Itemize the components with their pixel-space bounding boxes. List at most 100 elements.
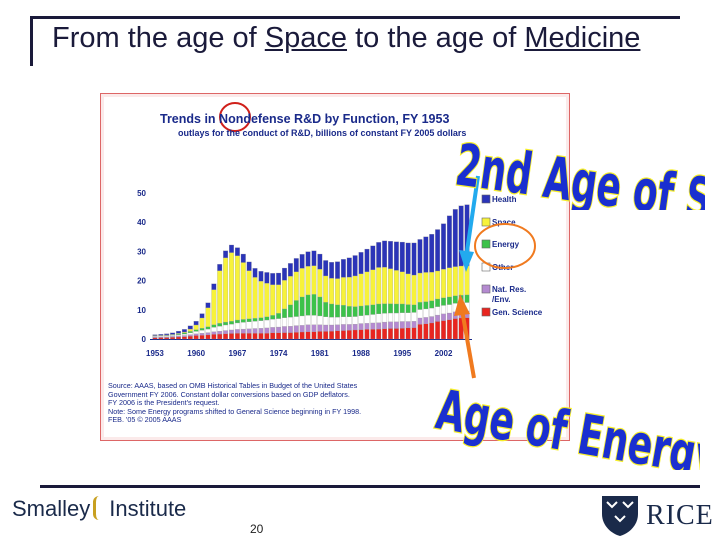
bar-segment [264,316,270,321]
bar-segment [405,273,411,305]
bar-segment [199,328,205,331]
bar-segment [240,319,246,323]
title-rule [30,16,680,19]
bar-segment [164,337,170,340]
bar-segment [382,313,388,323]
bar-segment [399,321,405,329]
bar-segment [335,330,340,340]
bar-segment [423,323,429,340]
bar-segment [388,312,393,322]
bar-segment [205,307,211,327]
rice-shield-icon [602,496,638,536]
bar-segment [276,332,282,340]
bar-segment [305,251,311,267]
bar-segment [282,326,287,333]
bar-segment [240,322,246,330]
bar-segment [258,281,264,318]
bar-segment [405,304,411,313]
bar-segment [411,274,417,305]
bar-segment [234,319,240,324]
source-note: Source: AAAS, based on OMB Historical Ta… [108,381,408,425]
bar-segment [370,269,376,305]
bar-segment [246,261,252,271]
bar-segment [329,316,335,326]
bar-segment [223,324,229,331]
bar-segment [299,315,305,326]
bar-segment [382,240,388,268]
source-note-line: Note: Some Energy programs shifted to Ge… [108,406,362,416]
bar-segment [323,302,329,317]
bar-segment [352,316,358,325]
bar-segment [158,337,164,340]
bar-segment [293,316,299,326]
bar-segment [234,322,240,330]
bar-segment [240,328,246,334]
bar-segment [299,268,305,298]
bar-segment [429,272,435,301]
bar-segment [346,257,352,278]
bar-segment [441,305,446,315]
bar-segment [299,296,305,317]
bar-segment [352,306,358,317]
bar-segment [323,324,329,332]
x-tick-label: 1953 [146,349,164,358]
bar-segment [187,334,193,337]
x-tick-label: 1960 [187,349,205,358]
bar-segment [358,315,364,324]
bar-segment [370,245,376,270]
bar-segment [276,313,282,319]
bar-segment [423,317,429,324]
bar-segment [229,321,234,325]
bar-segment [335,304,340,318]
source-note-line: FEB. '05 © 2005 AAAS [108,415,182,425]
bar-segment [282,308,287,318]
bar-segment [329,324,335,332]
bar-segment [181,331,187,333]
bar-segment [152,337,158,340]
bar-segment [446,312,452,320]
bar-segment [370,304,376,315]
bar-segment [323,275,329,303]
bar-segment [217,323,223,327]
bar-segment [452,209,458,267]
bar-segment [446,319,452,340]
legend-swatch [481,307,491,317]
bar-segment [276,326,282,333]
bar-segment [370,314,376,324]
bar-segment [181,332,187,335]
bar-segment [164,335,170,337]
highlight-circle [219,102,251,132]
bar-segment [388,303,393,314]
bar-segment [199,335,205,340]
bar-segment [211,324,217,328]
bar-segment [217,333,223,340]
bar-segment [252,328,258,334]
bar-segment [305,315,311,325]
bar-segment [388,321,393,329]
bar-segment [399,328,405,340]
bar-segment [223,333,229,340]
y-tick-label: 20 [137,277,146,286]
bar-segment [252,268,258,278]
bar-segment [193,331,199,334]
bar-segment [429,307,435,317]
bar-segment [346,330,352,340]
legend-swatch [481,239,491,249]
bar-segment [193,329,199,332]
bar-segment [305,266,311,296]
bar-segment [293,271,299,301]
bar-segment [417,302,423,310]
bar-segment [382,267,388,304]
arrow-blue-head [459,250,474,272]
bar-segment [246,328,252,334]
bar-segment [340,316,346,325]
legend-label: Health [492,195,517,204]
bar-segment [217,270,223,324]
bar-segment [393,321,399,329]
bar-segment [393,312,399,322]
bar-segment [452,295,458,304]
y-tick-label: 50 [137,189,146,198]
x-tick-label: 1981 [311,349,329,358]
x-tick-label: 2002 [435,349,453,358]
smalley-institute-logo: Smalley Institute [12,496,186,522]
